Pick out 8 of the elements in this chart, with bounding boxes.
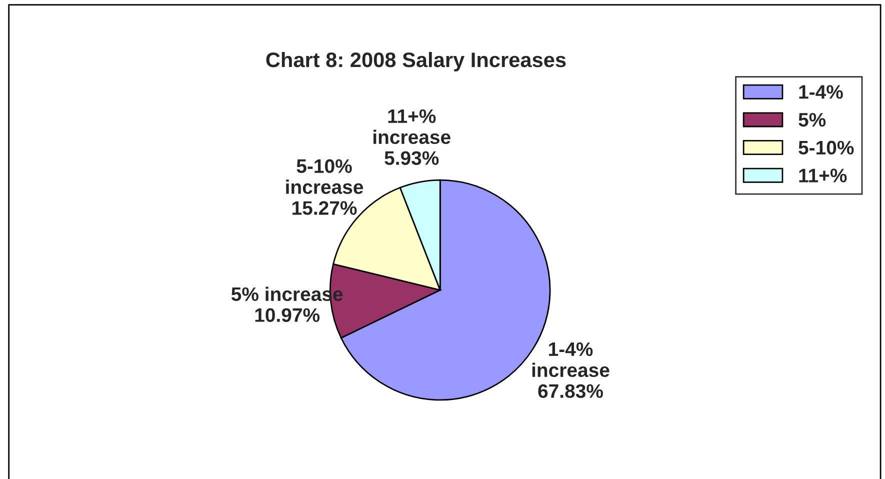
legend-label: 5-10% bbox=[798, 140, 854, 155]
data-label: 5-10% increase 15.27% bbox=[286, 159, 364, 215]
legend-label: 1-4% bbox=[799, 85, 843, 99]
legend-label: 11+% bbox=[799, 168, 847, 182]
data-label: 11+% increase 5.93% bbox=[374, 109, 450, 165]
chart-title: Chart 8: 2008 Salary Increases bbox=[266, 52, 566, 72]
legend-label: 5% bbox=[798, 112, 826, 127]
data-label: 1-4% increase 67.83% bbox=[532, 342, 610, 398]
